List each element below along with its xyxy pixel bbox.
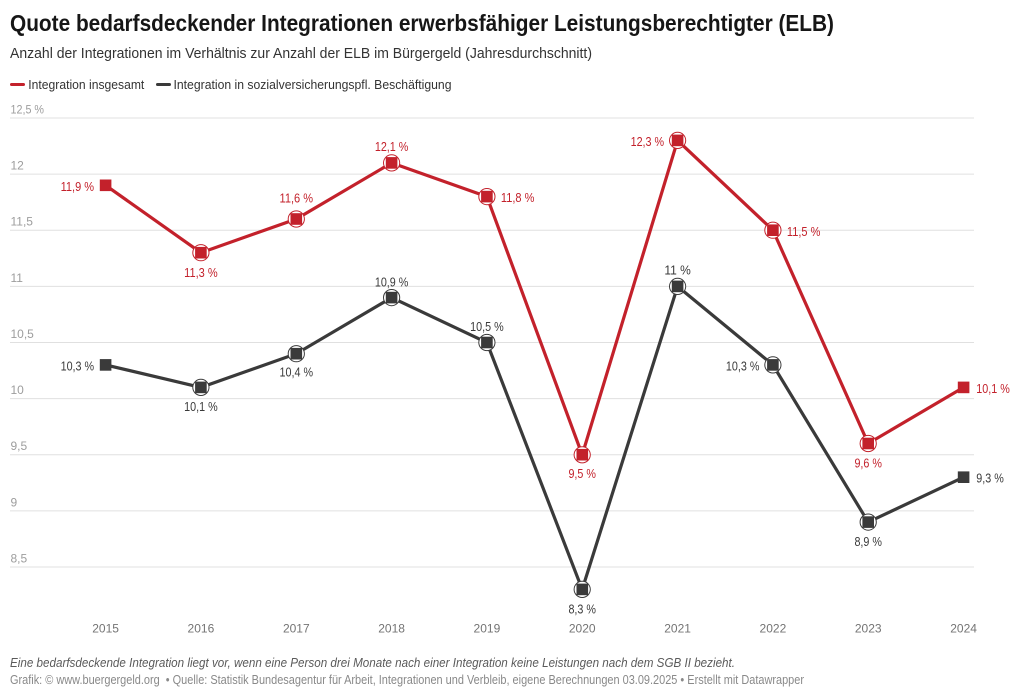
svg-text:11,9 %: 11,9 % [61, 180, 95, 194]
svg-text:10,5 %: 10,5 % [470, 320, 504, 334]
svg-text:8,5: 8,5 [11, 551, 28, 565]
svg-text:8,9 %: 8,9 % [854, 535, 882, 549]
svg-text:12,5 %: 12,5 % [11, 102, 45, 116]
svg-text:9,3 %: 9,3 % [976, 472, 1004, 486]
svg-text:11,5 %: 11,5 % [787, 225, 821, 239]
svg-text:2015: 2015 [92, 622, 119, 636]
svg-text:9: 9 [11, 495, 18, 509]
svg-text:2018: 2018 [378, 622, 405, 636]
svg-text:10,1 %: 10,1 % [184, 400, 218, 414]
svg-text:Eine bedarfsdeckende Integrati: Eine bedarfsdeckende Integration liegt v… [10, 655, 735, 670]
svg-text:11,8 %: 11,8 % [501, 191, 535, 205]
svg-text:11: 11 [11, 271, 24, 285]
svg-text:2016: 2016 [188, 622, 215, 636]
svg-text:10,1 %: 10,1 % [976, 382, 1010, 396]
svg-text:11 %: 11 % [664, 264, 691, 278]
svg-text:11,3 %: 11,3 % [184, 266, 218, 280]
svg-text:12: 12 [11, 159, 25, 173]
svg-text:12,3 %: 12,3 % [631, 135, 665, 149]
svg-text:2020: 2020 [569, 622, 596, 636]
svg-text:2019: 2019 [474, 622, 501, 636]
svg-text:10: 10 [11, 383, 25, 397]
svg-text:Grafik: © www.buergergeld.org: Grafik: © www.buergergeld.org • Quelle: … [10, 673, 804, 687]
svg-text:11,5: 11,5 [11, 215, 34, 229]
svg-text:10,3 %: 10,3 % [726, 359, 760, 373]
svg-text:10,3 %: 10,3 % [61, 359, 95, 373]
svg-text:2024: 2024 [950, 622, 977, 636]
svg-text:2017: 2017 [283, 622, 310, 636]
svg-text:10,9 %: 10,9 % [375, 275, 409, 289]
svg-text:2022: 2022 [760, 622, 787, 636]
svg-text:Integration insgesamt: Integration insgesamt [28, 77, 144, 92]
svg-text:10,4 %: 10,4 % [280, 366, 314, 380]
svg-text:Quote bedarfsdeckender Integra: Quote bedarfsdeckender Integrationen erw… [10, 10, 834, 36]
svg-text:9,5: 9,5 [11, 439, 28, 453]
svg-text:2023: 2023 [855, 622, 882, 636]
svg-text:Anzahl der Integrationen im Ve: Anzahl der Integrationen im Verhältnis z… [10, 45, 592, 62]
svg-text:8,3 %: 8,3 % [568, 602, 596, 616]
svg-text:9,5 %: 9,5 % [568, 467, 596, 481]
svg-text:12,1 %: 12,1 % [375, 140, 409, 154]
svg-text:Integration in sozialversicher: Integration in sozialversicherungspfl. B… [174, 77, 452, 92]
svg-text:2021: 2021 [664, 622, 691, 636]
svg-text:9,6 %: 9,6 % [854, 457, 882, 471]
svg-text:10,5: 10,5 [11, 327, 35, 341]
svg-text:11,6 %: 11,6 % [280, 192, 314, 206]
